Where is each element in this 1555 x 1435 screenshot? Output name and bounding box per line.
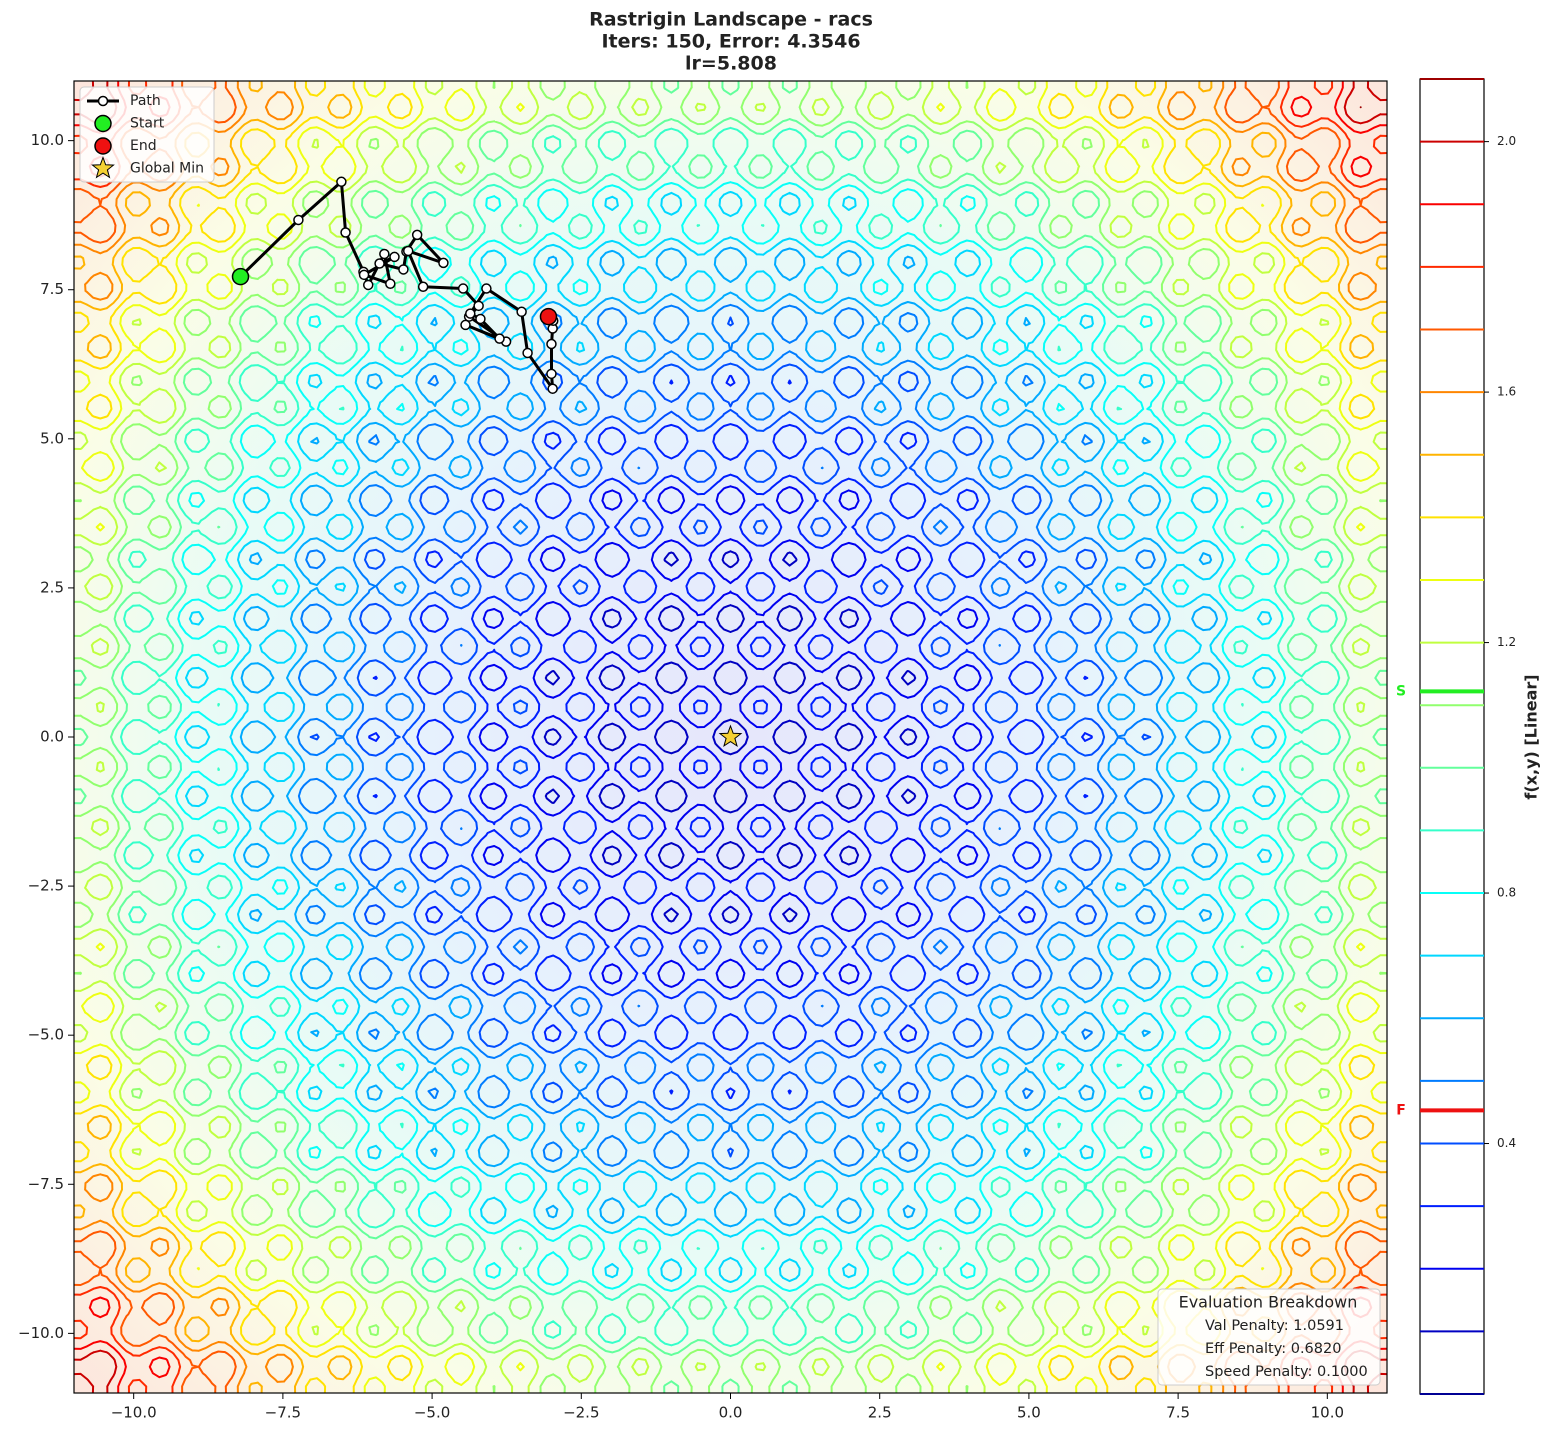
contour-line (543, 550, 918, 924)
contour-line (74, 81, 1387, 1393)
contour-line (74, 81, 1387, 1393)
colorbar-tick-label: 1.6 (1497, 385, 1516, 399)
path-point (398, 264, 409, 275)
legend-label: Global Min (130, 161, 204, 177)
contour-line (120, 126, 1341, 1348)
colorbar-marker-label: F (1396, 1102, 1406, 1118)
y-tick-label: 0.0 (40, 728, 64, 746)
path-layer (231, 176, 743, 748)
x-tick-label: −10.0 (111, 1404, 157, 1422)
path-point (465, 308, 476, 319)
legend-label: Path (130, 93, 161, 109)
path-point (336, 176, 347, 188)
x-tick-label: −7.5 (265, 1404, 301, 1422)
path-point (546, 338, 557, 350)
legend-box (79, 86, 215, 183)
chart-title: Iters: 150, Error: 4.3546 (601, 31, 860, 53)
x-tick-label: −2.5 (563, 1404, 599, 1422)
path-point (411, 229, 423, 241)
contour-line (74, 81, 1387, 1393)
colorbar-tick-label: 2.0 (1497, 134, 1516, 148)
x-tick-label: −5.0 (414, 1404, 450, 1422)
annotation-line: Eff Penalty: 0.6820 (1205, 1341, 1341, 1357)
contour-line (74, 81, 1387, 1393)
chart-title: lr=5.808 (685, 53, 777, 75)
path-point (546, 368, 557, 380)
path-point (475, 313, 486, 325)
chart-title: Rastrigin Landscape - racs (589, 9, 873, 31)
colorbar-label: f(x,y) [Linear] (1522, 674, 1541, 799)
colorbar-tick-label: 0.8 (1497, 886, 1516, 900)
contour-line (297, 303, 1164, 1171)
path-point (358, 269, 370, 281)
colorbar-marker-label: S (1396, 683, 1406, 699)
legend-label: Start (130, 116, 165, 132)
annotation-line: Speed Penalty: 0.1000 (1205, 1364, 1368, 1380)
y-tick-label: 7.5 (40, 280, 64, 298)
x-tick-label: 10.0 (1311, 1404, 1344, 1422)
path-point (385, 278, 396, 290)
contour-line (368, 374, 1093, 1100)
point-marker (539, 307, 558, 326)
path-point (389, 251, 400, 263)
global-min-marker (718, 724, 743, 748)
colorbar-tick-label: 1.2 (1497, 635, 1516, 649)
annotation-title: Evaluation Breakdown (1179, 1293, 1358, 1312)
annotation-line: Val Penalty: 1.0591 (1205, 1318, 1344, 1334)
path-point (481, 283, 492, 294)
contour-line (174, 181, 1287, 1293)
x-tick-label: 5.0 (1017, 1404, 1041, 1422)
contours (74, 81, 1387, 1393)
contour-line (74, 81, 1387, 1393)
y-tick-label: 2.5 (40, 578, 64, 596)
y-tick-label: −10.0 (18, 1324, 64, 1342)
path-point (457, 283, 469, 294)
x-tick-label: 2.5 (868, 1404, 892, 1422)
legend-swatch (94, 137, 112, 155)
contour-line (239, 246, 1222, 1228)
y-tick-label: −5.0 (28, 1026, 64, 1044)
y-tick-label: 10.0 (31, 131, 64, 149)
colorbar-tick-label: 0.4 (1497, 1136, 1516, 1150)
contour-line (309, 316, 1152, 1158)
legend-swatch (91, 156, 115, 179)
x-tick-label: 0.0 (719, 1404, 743, 1422)
path-point (516, 306, 527, 318)
path-point (379, 248, 390, 260)
path-point (293, 214, 304, 226)
optimizer-path (239, 180, 555, 391)
path-point (473, 300, 484, 312)
y-tick-label: 5.0 (40, 429, 64, 447)
path-point (438, 257, 449, 269)
point-marker (231, 267, 250, 286)
legend-label: End (130, 138, 157, 154)
contour-line (74, 81, 1387, 1393)
colorbar-frame (1419, 78, 1485, 1395)
y-tick-label: −2.5 (28, 877, 64, 895)
path-point (340, 227, 351, 238)
path-point (362, 279, 374, 291)
legend-swatch (94, 114, 112, 133)
path-point (374, 258, 385, 269)
path-point (522, 347, 533, 359)
legend-swatch (97, 95, 109, 107)
x-tick-label: 7.5 (1166, 1404, 1190, 1422)
path-point (402, 245, 414, 257)
contour-line (74, 81, 1387, 1393)
annotation-box (1157, 1288, 1381, 1386)
path-point (460, 319, 471, 331)
y-tick-label: −7.5 (28, 1175, 64, 1193)
path-point (547, 383, 558, 394)
path-point (417, 281, 429, 292)
contour-line (478, 485, 983, 989)
path-point (494, 333, 505, 344)
